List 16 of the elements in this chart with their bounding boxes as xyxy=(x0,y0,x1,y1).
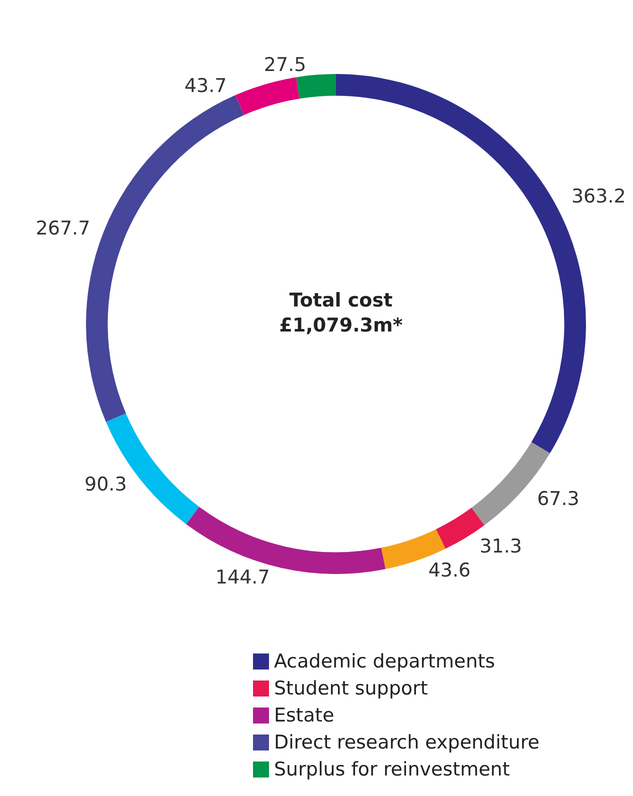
legend-label: Student support xyxy=(274,678,428,700)
text: £1,079.3m* xyxy=(279,314,403,336)
text: Total cost xyxy=(289,290,393,312)
legend-label: Estate xyxy=(274,704,334,726)
data-label: 363.2 xyxy=(571,185,626,208)
data-label: 43.6 xyxy=(428,559,471,582)
data-label: 67.3 xyxy=(537,488,580,510)
data-label: 31.3 xyxy=(480,535,522,558)
data-label: 267.7 xyxy=(36,217,90,240)
data-label: 90.3 xyxy=(84,473,127,496)
data-label: 43.7 xyxy=(184,74,227,97)
data-label: 144.7 xyxy=(215,566,270,589)
legend-label: Academic departments xyxy=(274,650,496,672)
data-label: 27.5 xyxy=(264,54,306,76)
legend-label: Direct research expenditure xyxy=(274,732,540,754)
legend-label: Surplus for reinvestment xyxy=(274,758,510,780)
